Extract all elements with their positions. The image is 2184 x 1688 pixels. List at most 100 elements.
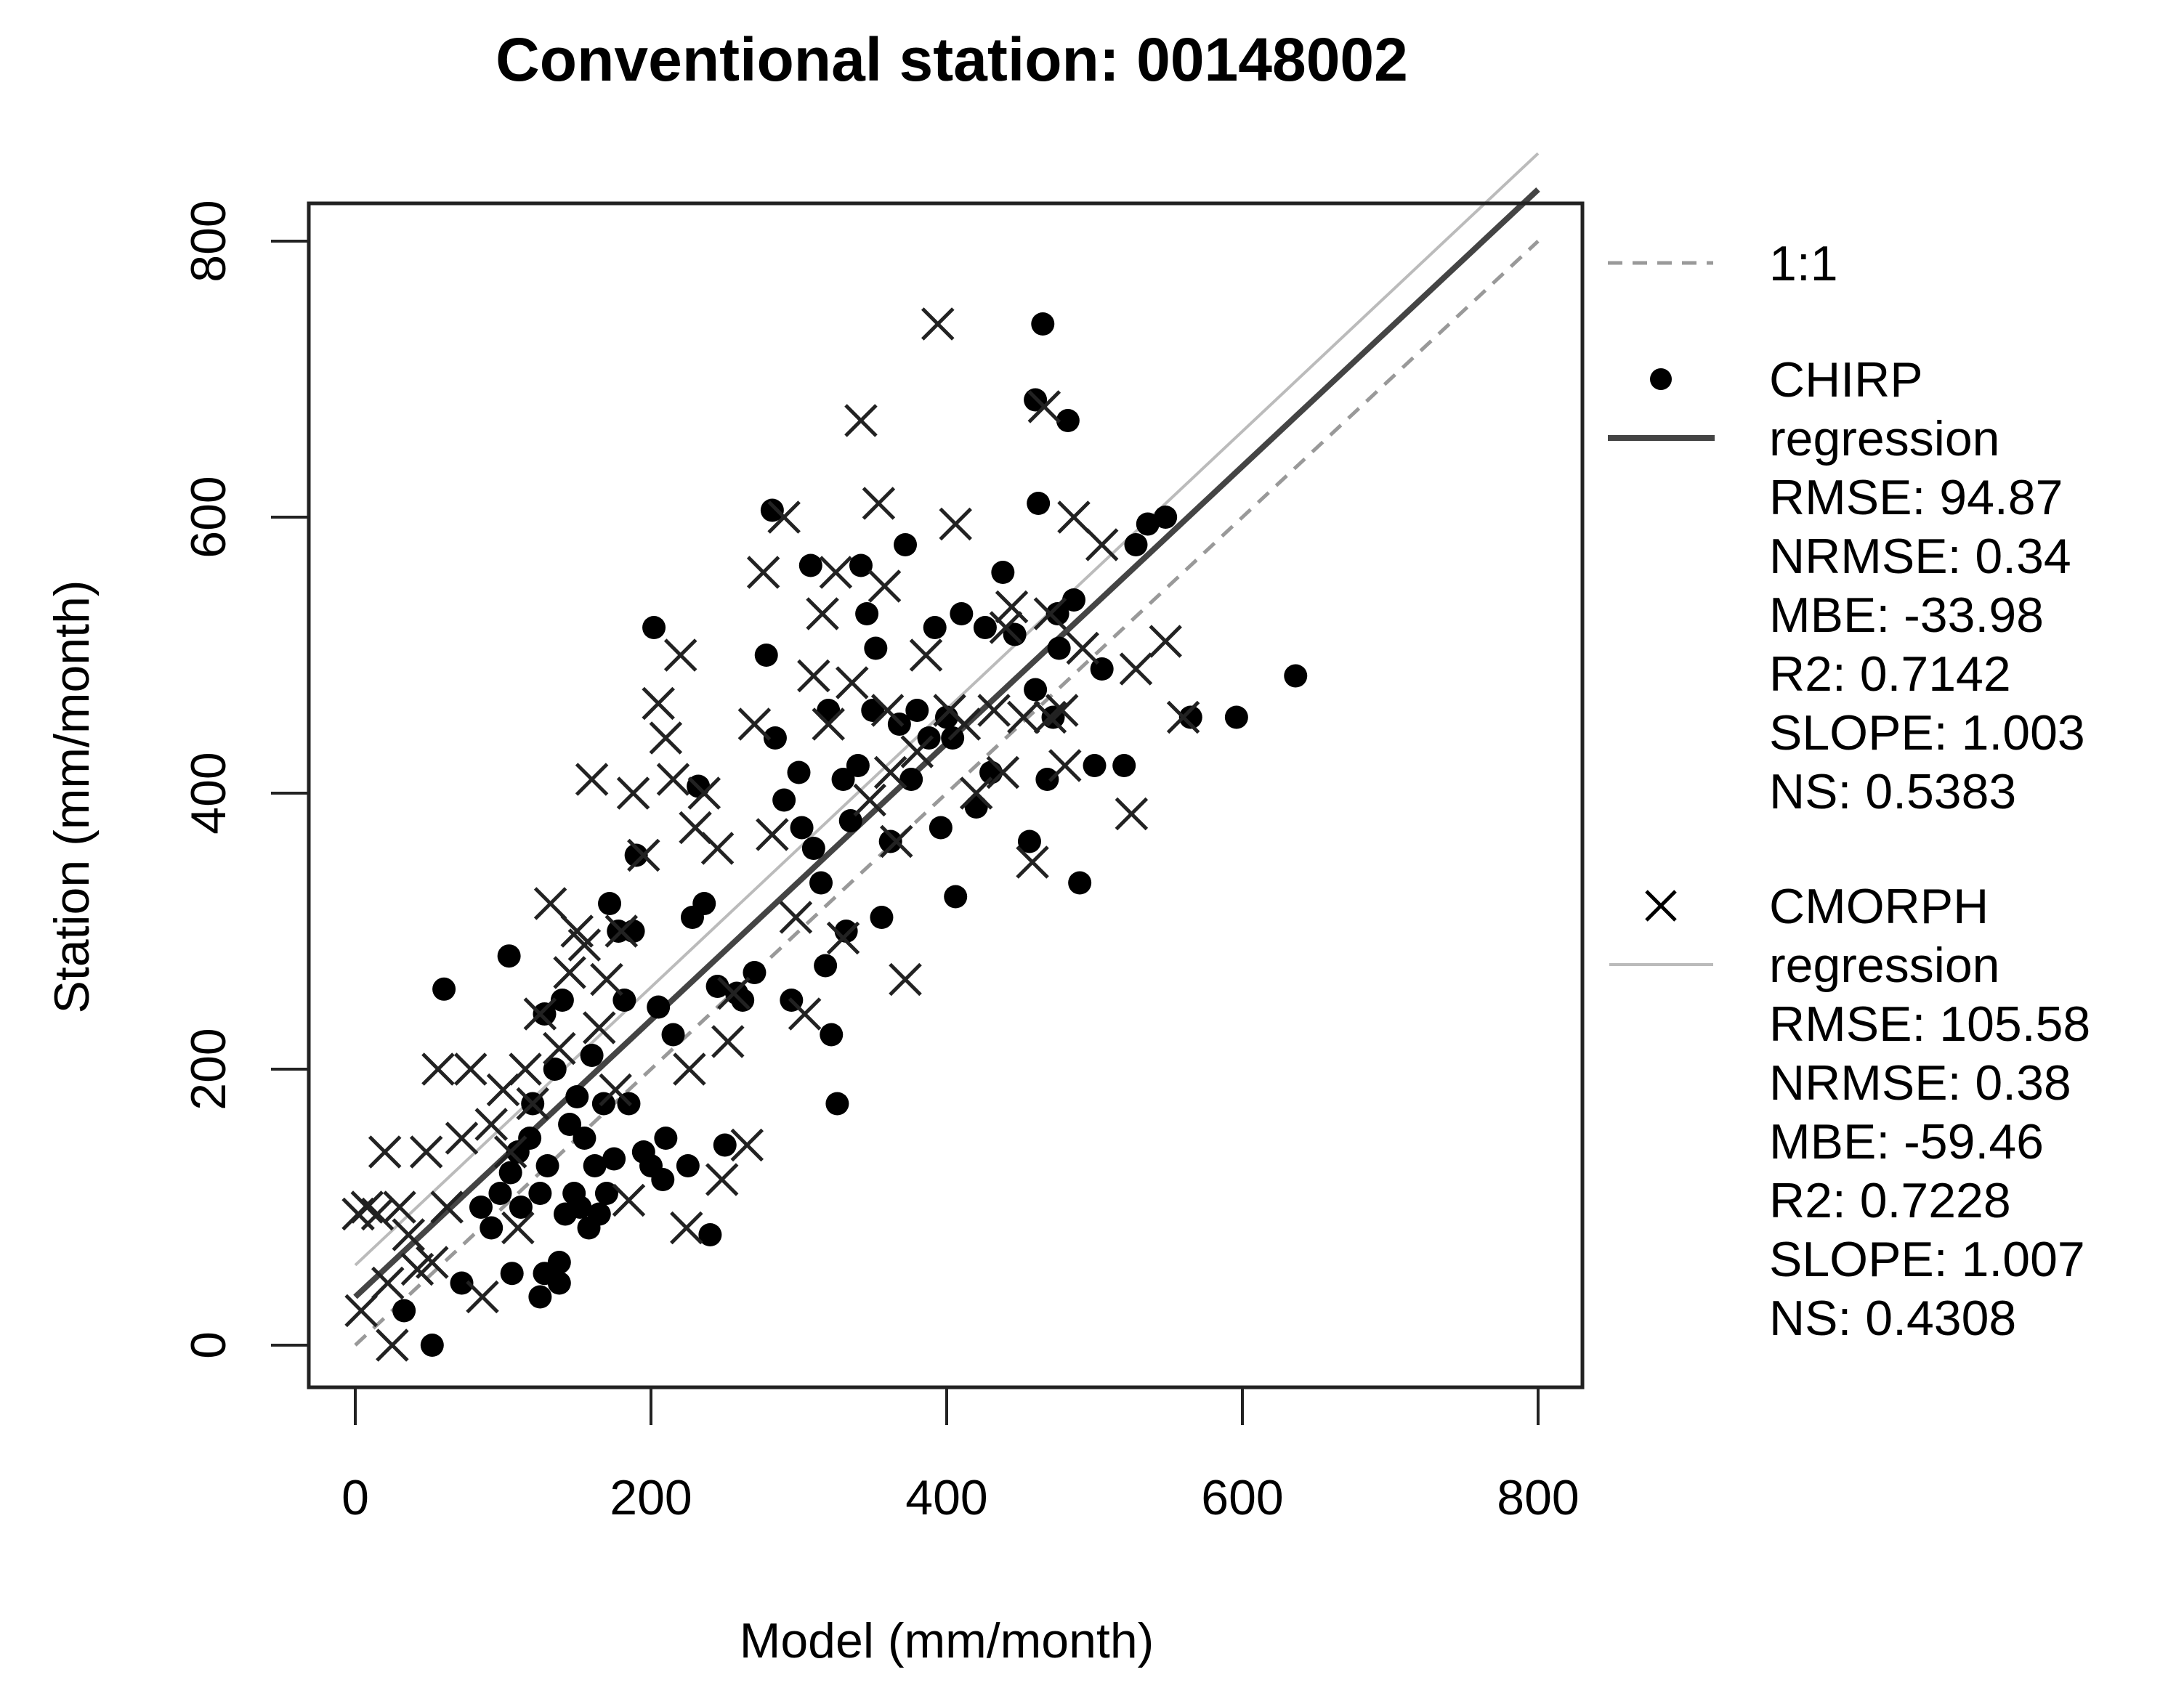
chirp-point: [528, 1285, 552, 1309]
chirp-point: [1062, 588, 1086, 612]
chirp-point: [923, 616, 947, 639]
legend-cmorph-stat: R2: 0.7228: [1769, 1173, 2011, 1228]
legend-cmorph-stat: MBE: -59.46: [1769, 1114, 2044, 1169]
chirp-point: [798, 553, 822, 577]
cmorph-point: [509, 1052, 542, 1086]
cmorph-point: [819, 556, 853, 589]
chirp-point: [624, 843, 648, 867]
cmorph-point: [687, 776, 721, 810]
cmorph-point: [670, 1211, 703, 1245]
chirp-point: [991, 561, 1015, 584]
x-tick-label: 400: [905, 1470, 987, 1525]
cmorph-point: [767, 500, 801, 534]
chirp-point: [1136, 512, 1160, 536]
chirp-point: [814, 954, 838, 978]
cmorph-point: [493, 1135, 527, 1169]
cmorph-point: [986, 755, 1020, 790]
cmorph-point: [409, 1135, 443, 1169]
chirp-point: [1284, 664, 1308, 688]
cmorph-point: [853, 783, 886, 817]
chirp-point: [692, 892, 716, 915]
cmorph-point: [376, 1328, 409, 1362]
cmorph-point: [533, 887, 567, 920]
cmorph-point: [416, 1246, 449, 1279]
chirp-point: [580, 1044, 604, 1067]
chirp-point: [878, 829, 902, 853]
cmorph-point: [939, 507, 972, 541]
cmorph-point: [421, 1052, 455, 1086]
chirp-point: [642, 616, 666, 639]
legend-cmorph-stat: NRMSE: 0.38: [1769, 1055, 2071, 1111]
cmorph-point: [788, 997, 822, 1031]
chirp-point: [547, 1251, 571, 1274]
chirp-point: [1068, 871, 1092, 895]
chirp-point: [450, 1271, 474, 1295]
cmorph-point: [575, 763, 609, 796]
chirp-point: [864, 636, 888, 660]
x-tick-label: 200: [610, 1470, 692, 1525]
chirp-point: [772, 788, 796, 812]
cmorph-point: [583, 1011, 616, 1044]
chirp-point: [831, 768, 855, 791]
cmorph-point: [730, 1128, 764, 1162]
chirp-point: [861, 699, 885, 722]
cmorph-point: [737, 707, 772, 741]
legend-chirp-stat: NS: 0.5383: [1769, 764, 2016, 819]
legend-chirp-stat: MBE: -33.98: [1769, 588, 2044, 643]
chirp-point: [846, 754, 870, 777]
cmorph-point: [1007, 700, 1040, 734]
cmorph-point: [616, 776, 650, 810]
cmorph-point: [1115, 797, 1149, 831]
cmorph-point: [590, 962, 623, 997]
cmorph-point: [867, 569, 902, 603]
cmorph-point: [862, 487, 896, 520]
cmorph-point: [1057, 500, 1091, 534]
legend-cmorph-regression-label: regression: [1769, 938, 2000, 993]
y-tick-label: 800: [181, 200, 236, 282]
cmorph-point: [1033, 700, 1067, 734]
chirp-point: [598, 892, 622, 915]
chirp-point: [1083, 754, 1107, 777]
chirp-point: [1047, 636, 1071, 660]
cmorph-point: [599, 1073, 632, 1107]
cmorph-point: [383, 1190, 416, 1224]
y-axis: 0 200 400 600 800: [181, 200, 309, 1359]
cmorph-point: [844, 404, 878, 437]
cmorph-point: [947, 707, 982, 741]
cmorph-point: [516, 1087, 549, 1121]
chirp-point: [801, 837, 825, 860]
cmorph-point: [360, 1197, 395, 1231]
chirp-point: [583, 1154, 607, 1177]
chirp-point: [528, 1182, 552, 1205]
cmorph-point: [700, 832, 735, 865]
cmorph-point: [649, 721, 683, 755]
chirp-point: [1124, 533, 1148, 556]
chirp-point: [929, 816, 953, 840]
cmorph-point: [663, 638, 697, 672]
cmorph-point: [642, 686, 675, 721]
cmorph-point: [673, 1052, 706, 1086]
cmorph-point: [806, 597, 839, 630]
chirp-point: [420, 1334, 444, 1357]
chirp-point: [518, 1127, 542, 1150]
legend-chirp-stat: NRMSE: 0.34: [1769, 529, 2071, 584]
legend: 1:1 CHIRP regression RMSE: 94.87 NRMSE: …: [1608, 236, 2090, 1346]
chirp-point: [661, 1023, 685, 1047]
cmorph-point: [995, 590, 1029, 624]
legend-chirp-regression-label: regression: [1769, 411, 2000, 466]
cmorph-point: [445, 1121, 479, 1155]
legend-chirp-stat: SLOPE: 1.003: [1769, 705, 2085, 760]
cmorph-point: [746, 556, 780, 589]
cmorph-point: [1085, 528, 1119, 561]
chirp-point: [905, 699, 929, 722]
chirp-point: [1017, 829, 1041, 853]
cmorph-point: [779, 901, 813, 934]
chirp-point: [1024, 678, 1048, 702]
chirp-point: [1046, 602, 1069, 625]
chirp-point: [500, 1262, 524, 1286]
chirp-point: [558, 1113, 582, 1136]
cmorph-points: [341, 307, 1200, 1362]
cmorph-point: [835, 666, 869, 699]
cmorph-point: [553, 956, 586, 989]
chirp-point: [602, 1147, 626, 1171]
